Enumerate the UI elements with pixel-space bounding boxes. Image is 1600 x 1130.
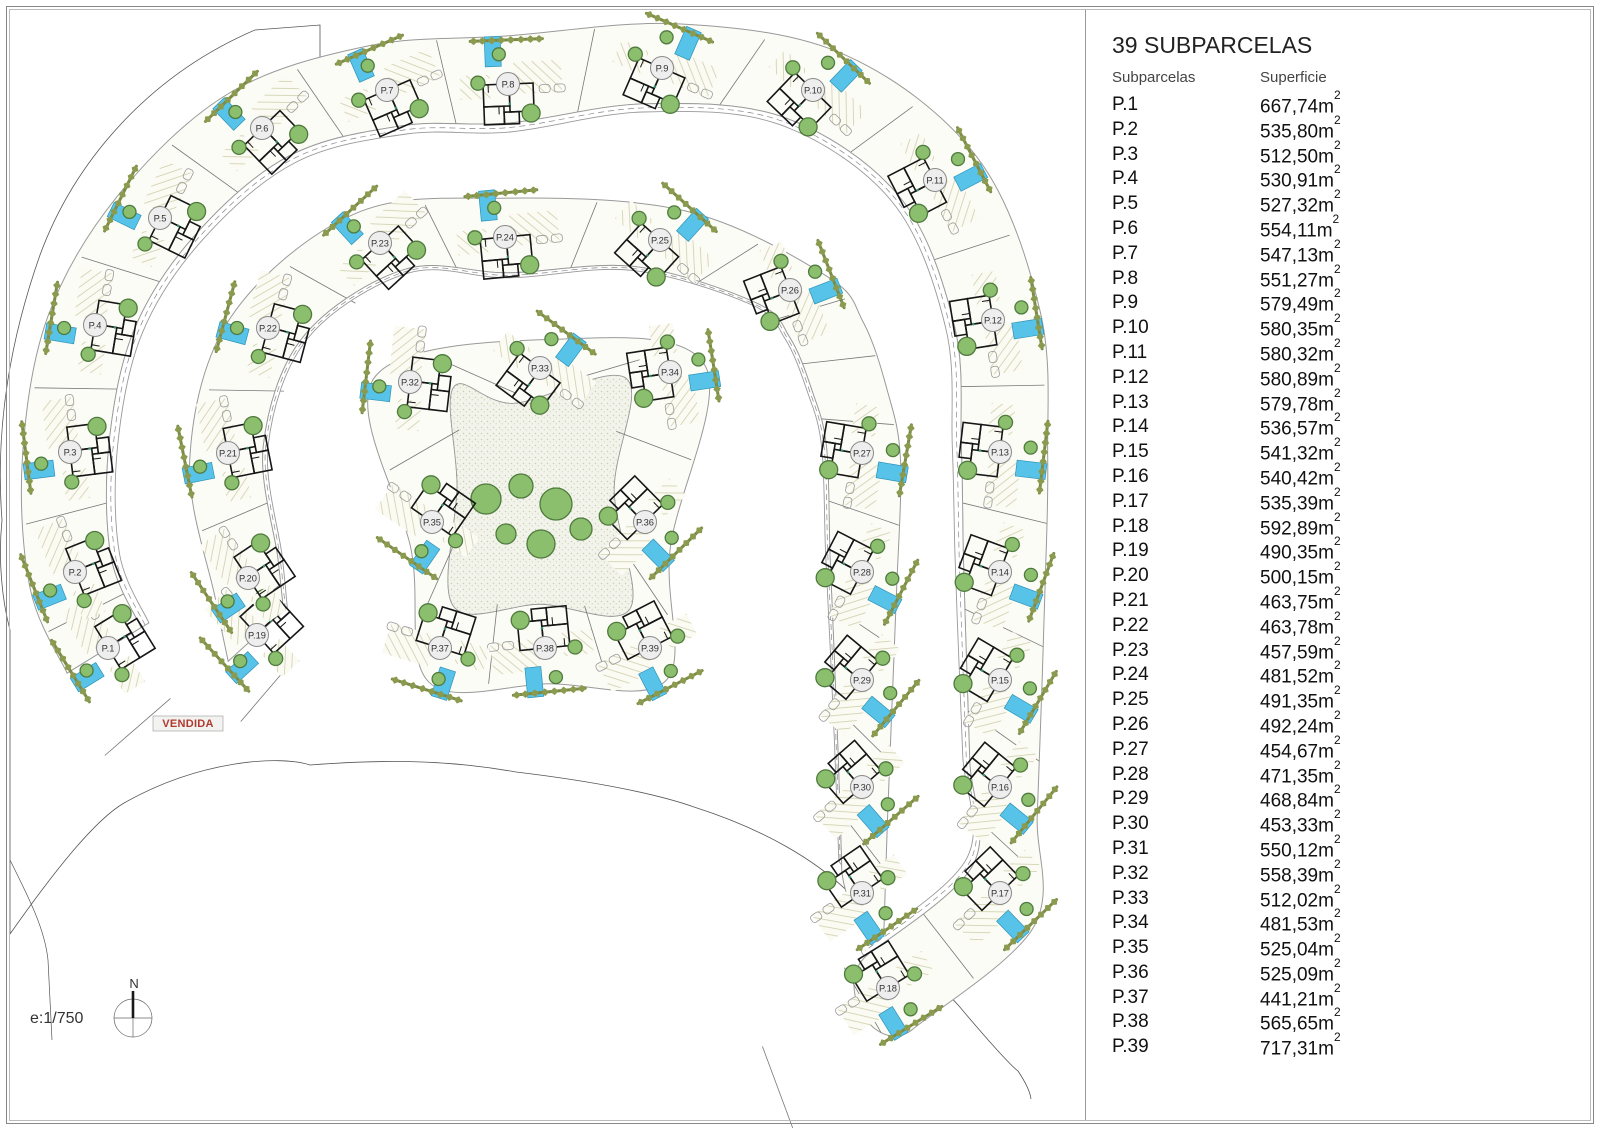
svg-text:P.15: P.15 [991, 675, 1009, 685]
svg-text:P.4: P.4 [89, 320, 102, 330]
svg-text:P.22: P.22 [259, 323, 277, 333]
svg-text:P.20: P.20 [239, 573, 257, 583]
svg-text:P.36: P.36 [636, 517, 654, 527]
svg-text:P.8: P.8 [502, 79, 515, 89]
svg-text:P.32: P.32 [401, 377, 419, 387]
svg-text:P.13: P.13 [991, 447, 1009, 457]
svg-text:P.28: P.28 [853, 567, 871, 577]
svg-text:P.9: P.9 [656, 63, 669, 73]
svg-text:P.18: P.18 [879, 983, 897, 993]
svg-text:P.3: P.3 [64, 447, 77, 457]
svg-text:P.12: P.12 [984, 315, 1002, 325]
svg-text:P.21: P.21 [219, 448, 237, 458]
svg-text:P.5: P.5 [154, 213, 167, 223]
svg-text:P.14: P.14 [991, 567, 1009, 577]
svg-text:P.11: P.11 [926, 175, 943, 185]
svg-text:P.31: P.31 [853, 888, 871, 898]
svg-text:P.25: P.25 [651, 235, 669, 245]
svg-text:P.39: P.39 [641, 643, 659, 653]
svg-text:N: N [129, 976, 138, 991]
svg-text:P.33: P.33 [531, 363, 549, 373]
svg-text:P.7: P.7 [381, 85, 394, 95]
svg-text:P.1: P.1 [102, 643, 115, 653]
svg-text:P.24: P.24 [496, 232, 514, 242]
svg-text:P.37: P.37 [431, 643, 449, 653]
svg-text:P.2: P.2 [69, 567, 82, 577]
svg-text:P.34: P.34 [661, 367, 679, 377]
svg-text:P.35: P.35 [423, 517, 441, 527]
svg-text:P.17: P.17 [991, 888, 1009, 898]
svg-text:P.27: P.27 [853, 448, 871, 458]
svg-text:P.10: P.10 [804, 85, 822, 95]
svg-text:P.19: P.19 [248, 630, 266, 640]
svg-text:P.26: P.26 [781, 285, 799, 295]
svg-text:P.30: P.30 [853, 782, 871, 792]
svg-text:P.38: P.38 [536, 643, 554, 653]
svg-text:P.6: P.6 [256, 123, 269, 133]
svg-text:VENDIDA: VENDIDA [162, 718, 214, 730]
svg-text:P.23: P.23 [371, 238, 389, 248]
svg-text:P.16: P.16 [991, 782, 1009, 792]
svg-text:P.29: P.29 [853, 675, 871, 685]
svg-text:e:1/750: e:1/750 [30, 1010, 83, 1027]
